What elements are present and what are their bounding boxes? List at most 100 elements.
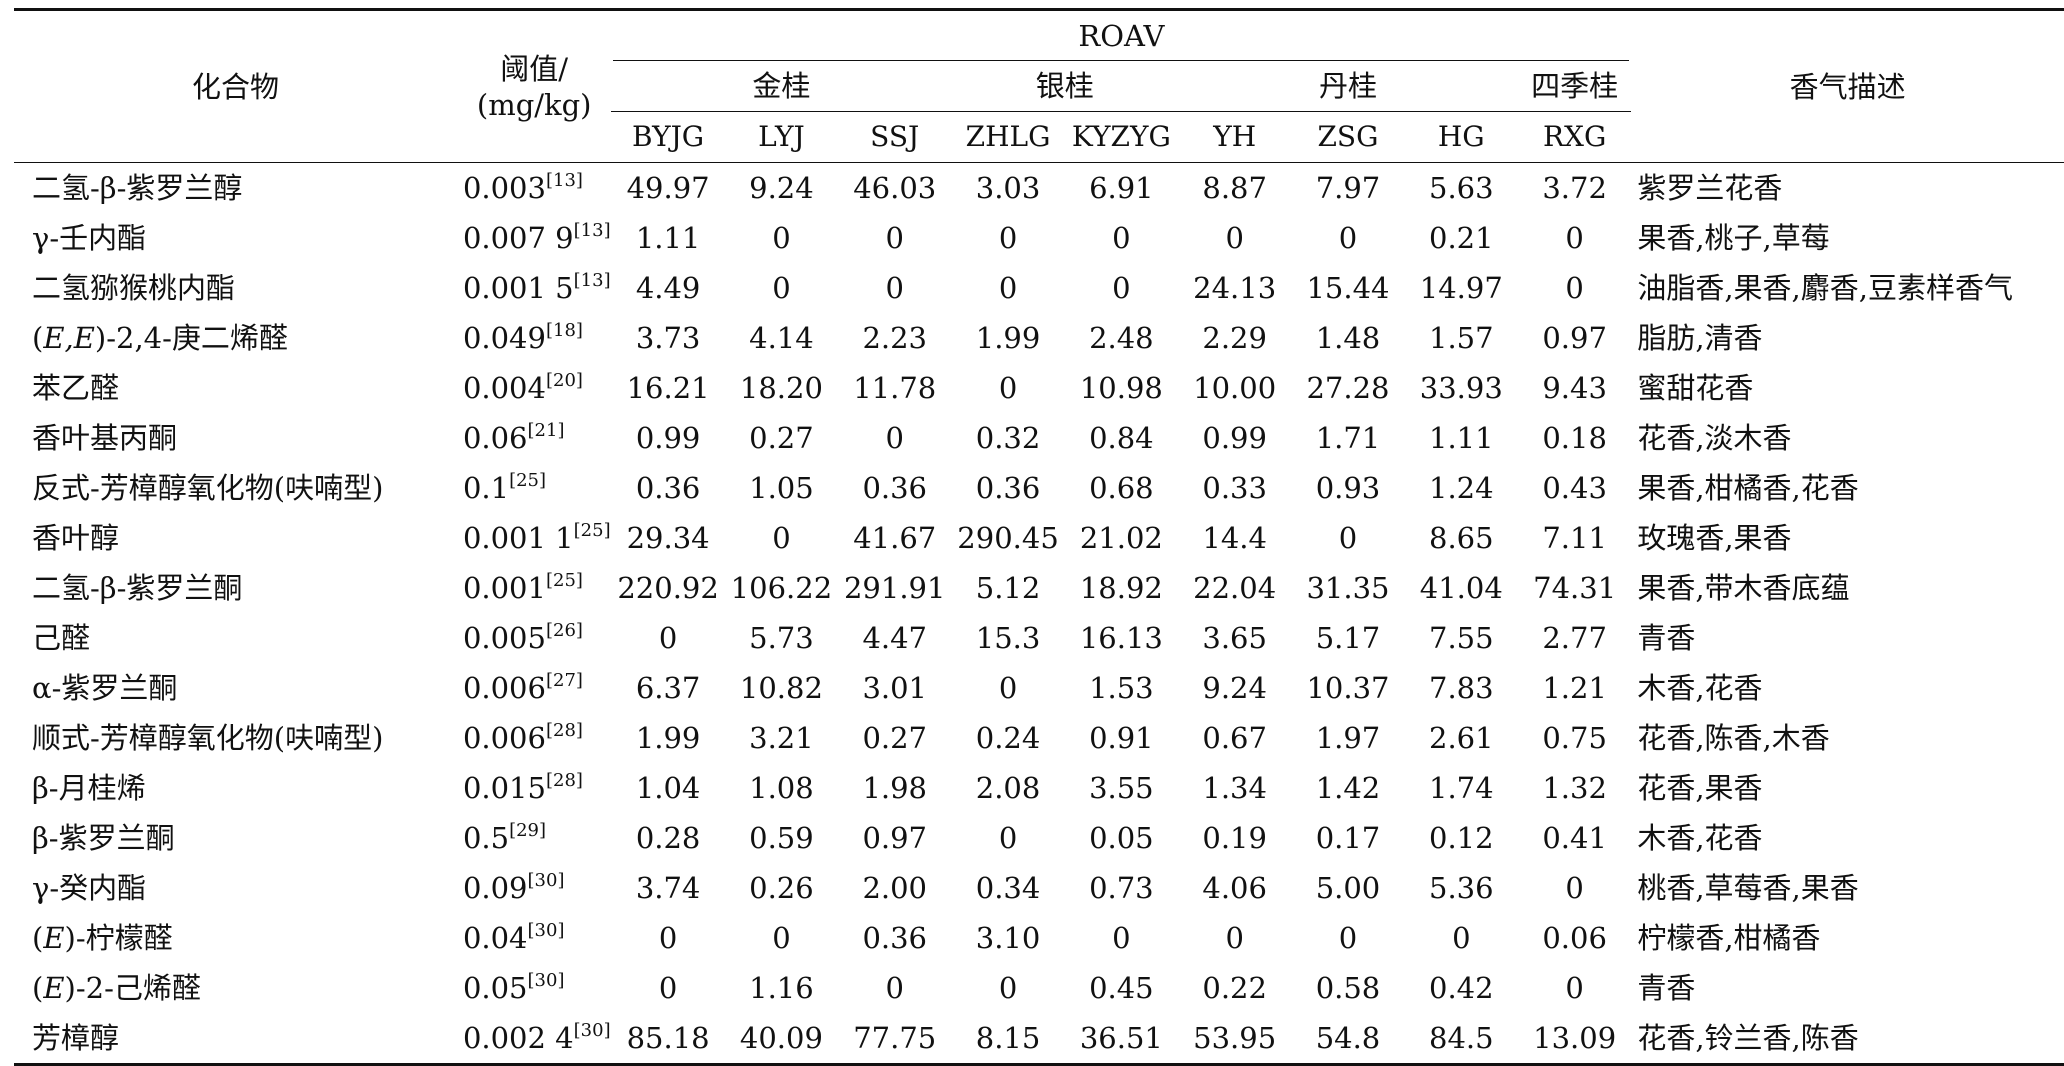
roav-value: 1.11 bbox=[635, 221, 701, 255]
group-header-label: 银桂 bbox=[1035, 69, 1094, 103]
table-row: (E)-柠檬醛 0.04[30] 0 0 0.36 3.10 0 0 0 0 0.06 柠檬香,柑橘香 bbox=[14, 913, 2064, 963]
group-header-label: 金桂 bbox=[752, 69, 811, 103]
roav-value: 2.77 bbox=[1542, 621, 1607, 655]
roav-value: 0.27 bbox=[749, 421, 814, 455]
threshold-value: 0.001 bbox=[462, 571, 546, 605]
roav-value: 77.75 bbox=[838, 1013, 952, 1066]
roav-value: 0 bbox=[1565, 971, 1584, 1005]
roav-value: 0 bbox=[1112, 921, 1131, 955]
roav-value: 290.45 bbox=[957, 521, 1059, 555]
roav-value: 0.42 bbox=[1429, 971, 1494, 1005]
roav-value: 0 bbox=[658, 621, 678, 655]
roav-value: 3.03 bbox=[951, 162, 1065, 213]
roav-value: 0 bbox=[772, 221, 791, 255]
roav-value: 0.97 bbox=[1542, 321, 1607, 355]
table-body: 二氢-β-紫罗兰醇 0.003[13] 49.97 9.24 46.03 3.03 6.91… bbox=[14, 162, 2064, 1066]
roav-value: 21.02 bbox=[1079, 521, 1163, 555]
roav-value: 0.93 bbox=[1315, 471, 1381, 505]
roav-value: 22.04 bbox=[1193, 571, 1277, 605]
aroma-description: 花香,淡木香 bbox=[1637, 421, 1792, 455]
roav-value: 49.97 bbox=[611, 162, 725, 213]
table-header: 化合物 阈值/ (mg/kg) ROAV 香气描述 金桂 银桂 丹桂 四季桂 BYJG… bbox=[14, 8, 2064, 163]
roav-value: 8.15 bbox=[951, 1013, 1065, 1066]
roav-value: 0.43 bbox=[1542, 471, 1607, 505]
roav-value: 3.55 bbox=[1089, 771, 1154, 805]
stereo-descriptor: E,E bbox=[43, 321, 95, 355]
roav-value: 84.5 bbox=[1404, 1013, 1518, 1066]
roav-value: 0.24 bbox=[975, 721, 1041, 755]
roav-value: 0.91 bbox=[1089, 721, 1154, 755]
roav-value: 0 bbox=[772, 271, 791, 305]
roav-value: 2.61 bbox=[1429, 721, 1494, 755]
table-row: 芳樟醇 0.002 4[30] 85.18 40.09 77.75 8.15 36.51 53… bbox=[14, 1013, 2064, 1066]
table-row: 顺式-芳樟醇氧化物(呋喃型) 0.006[28] 1.99 3.21 0.27 0.24 0… bbox=[14, 713, 2064, 763]
roav-value: 0.58 bbox=[1315, 971, 1381, 1005]
table-row: (E)-2-己烯醛 0.05[30] 0 1.16 0 0 0.45 0.22 0.58 0.42… bbox=[14, 963, 2064, 1013]
cultivar-header: YH bbox=[1213, 120, 1257, 153]
roav-value: 0.32 bbox=[975, 421, 1041, 455]
reference-citation: [13] bbox=[573, 220, 611, 241]
roav-value: 0 bbox=[998, 371, 1018, 405]
roav-value: 1.71 bbox=[1315, 421, 1381, 455]
cultivar-header: LYJ bbox=[758, 120, 805, 153]
roav-value: 1.97 bbox=[1315, 721, 1381, 755]
threshold-value: 0.005 bbox=[462, 621, 546, 655]
roav-value: 6.91 bbox=[1064, 162, 1179, 213]
reference-citation: [25] bbox=[545, 570, 583, 591]
roav-value: 0.34 bbox=[975, 871, 1041, 905]
stereo-descriptor: E bbox=[43, 921, 65, 955]
threshold-cell: 0.06[21] bbox=[457, 413, 612, 463]
aroma-description: 紫罗兰花香 bbox=[1631, 162, 2064, 213]
roav-value: 1.98 bbox=[862, 771, 928, 805]
roav-value: 0.17 bbox=[1315, 821, 1381, 855]
table-row: 香叶醇 0.001 1[25] 29.34 0 41.67 290.45 21.02 14.4… bbox=[14, 513, 2064, 563]
aroma-description: 木香,花香 bbox=[1637, 671, 1763, 705]
reference-citation: [30] bbox=[527, 870, 565, 891]
roav-value: 0.36 bbox=[862, 921, 928, 955]
roav-value: 3.10 bbox=[975, 921, 1041, 955]
roav-value: 0.18 bbox=[1542, 421, 1607, 455]
roav-value: 3.74 bbox=[635, 871, 701, 905]
roav-value: 1.21 bbox=[1542, 671, 1607, 705]
roav-value: 36.51 bbox=[1064, 1013, 1179, 1066]
cultivar-header: ZHLG bbox=[965, 120, 1051, 153]
threshold-header-line1: 阈值/ bbox=[500, 51, 569, 86]
roav-value: 0 bbox=[998, 671, 1018, 705]
roav-value: 0 bbox=[885, 421, 904, 455]
threshold-header: 阈值/ (mg/kg) bbox=[456, 8, 612, 163]
threshold-cell: 0.5[29] bbox=[457, 813, 612, 863]
roav-value: 0 bbox=[1112, 221, 1131, 255]
aroma-description: 柠檬香,柑橘香 bbox=[1637, 921, 1821, 955]
compound-name: 香叶醇 bbox=[32, 521, 120, 555]
roav-value: 18.92 bbox=[1079, 571, 1163, 605]
roav-header: ROAV bbox=[611, 8, 1632, 61]
threshold-value: 0.04 bbox=[462, 921, 528, 955]
roav-value: 0 bbox=[1225, 921, 1244, 955]
roav-value: 85.18 bbox=[611, 1013, 725, 1066]
group-header: 金桂 bbox=[611, 61, 952, 112]
roav-value: 2.29 bbox=[1202, 321, 1267, 355]
reference-citation: [13] bbox=[573, 270, 611, 291]
roav-value: 6.37 bbox=[635, 671, 701, 705]
compound-name: (E)-2-己烯醛 bbox=[32, 971, 201, 1005]
roav-value: 1.48 bbox=[1315, 321, 1381, 355]
reference-citation: [30] bbox=[527, 920, 565, 941]
cultivar-header: BYJG bbox=[632, 120, 705, 153]
table-row: α-紫罗兰酮 0.006[27] 6.37 10.82 3.01 0 1.53 9.24 10.… bbox=[14, 663, 2064, 713]
table-row: 苯乙醛 0.004[20] 16.21 18.20 11.78 0 10.98 10.00 27… bbox=[14, 363, 2064, 413]
roav-value: 1.04 bbox=[635, 771, 701, 805]
roav-value: 0.68 bbox=[1089, 471, 1154, 505]
aroma-description: 蜜甜花香 bbox=[1637, 371, 1754, 405]
roav-value: 4.49 bbox=[635, 271, 701, 305]
table-row: 己醛 0.005[26] 0 5.73 4.47 15.3 16.13 3.65 5.17 7.5… bbox=[14, 613, 2064, 663]
roav-value: 0.84 bbox=[1089, 421, 1154, 455]
threshold-value: 0.001 5 bbox=[462, 271, 574, 305]
compound-name: 二氢-β-紫罗兰酮 bbox=[32, 571, 243, 605]
aroma-description: 花香,铃兰香,陈香 bbox=[1631, 1013, 2064, 1066]
roav-value: 5.00 bbox=[1315, 871, 1381, 905]
roav-value: 9.43 bbox=[1542, 371, 1607, 405]
roav-value: 31.35 bbox=[1306, 571, 1390, 605]
roav-table: 化合物 阈值/ (mg/kg) ROAV 香气描述 金桂 银桂 丹桂 四季桂 BYJG… bbox=[14, 8, 2064, 1066]
threshold-value: 0.05 bbox=[462, 971, 528, 1005]
roav-value: 40.09 bbox=[724, 1013, 839, 1066]
